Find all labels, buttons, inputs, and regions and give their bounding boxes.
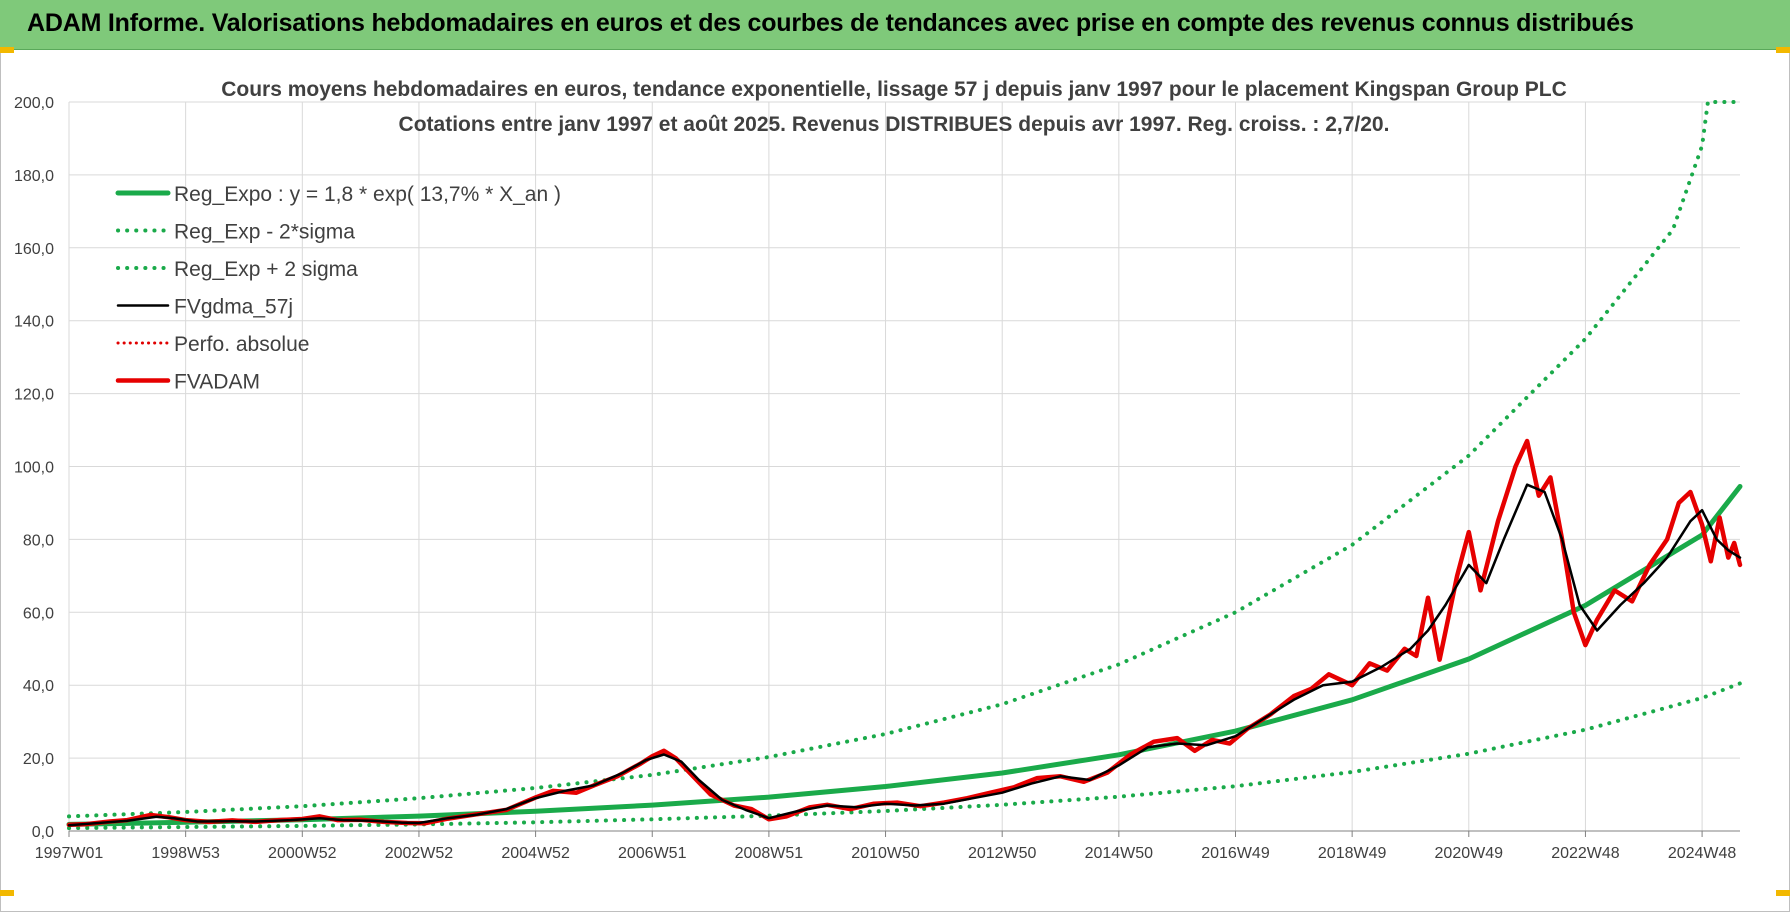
x-tick-label: 2012W50 [968,845,1037,862]
grid [68,101,1740,837]
y-tick-label: 40,0 [23,678,54,695]
y-tick-label: 60,0 [23,605,54,622]
chart-subtitle: Cotations entre janv 1997 et août 2025. … [399,113,1390,136]
x-tick-label: 2020W49 [1435,845,1504,862]
series-line-6 [66,438,1743,828]
y-tick-label: 200,0 [14,95,54,112]
y-axis-ticks: 0,0 20,0 40,0 60,0 80,0 100,0 120,0 140,0 160,0 1… [14,95,54,841]
y-tick-label: 0,0 [32,824,54,841]
x-tick-label: 2024W48 [1668,845,1737,862]
x-tick-label: 2010W50 [851,845,920,862]
y-tick-label: 80,0 [23,532,54,549]
legend-label: Perfo. absolue [174,333,309,356]
y-tick-label: 180,0 [14,168,54,185]
x-axis-ticks: 1997W01 1998W53 2000W52 2002W52 2004W52 2006W… [35,845,1737,862]
x-tick-label: 2004W52 [501,845,570,862]
corner-mark-top-right [1776,47,1790,53]
x-tick-label: 2016W49 [1201,845,1270,862]
y-tick-label: 100,0 [14,460,54,477]
header-bar: ADAM Informe. Valorisations hebdomadaire… [0,0,1790,50]
legend-label: Reg_Exp - 2*sigma [174,221,355,244]
legend-label: Reg_Exp + 2 sigma [174,258,358,281]
chart-title: Cours moyens hebdomadaires en euros, ten… [221,78,1567,101]
legend: Reg_Expo : y = 1,8 * exp( 13,7% * X_an )… [115,183,561,394]
x-tick-label: 2000W52 [268,845,337,862]
y-tick-label: 120,0 [14,387,54,404]
series-lines [66,100,1743,831]
x-tick-label: 2002W52 [385,845,454,862]
corner-mark-bottom-left [0,890,14,896]
series-line-2 [67,681,1742,831]
y-tick-label: 160,0 [14,241,54,258]
series-line-4 [67,483,1742,827]
x-tick-label: 2018W49 [1318,845,1387,862]
legend-label: FVADAM [174,371,260,394]
x-tick-label: 2014W50 [1085,845,1154,862]
x-tick-label: 1998W53 [151,845,220,862]
legend-label: FVgdma_57j [174,296,293,319]
series-line-3 [67,100,1742,819]
y-tick-label: 20,0 [23,751,54,768]
x-tick-label: 2006W51 [618,845,687,862]
page-title: ADAM Informe. Valorisations hebdomadaire… [27,9,1634,37]
x-tick-label: 2022W48 [1551,845,1620,862]
y-tick-label: 140,0 [14,314,54,331]
corner-mark-top-left [0,47,14,53]
x-tick-label: 2008W51 [735,845,804,862]
x-tick-label: 1997W01 [35,845,104,862]
corner-mark-bottom-right [1776,890,1790,896]
legend-label: Reg_Expo : y = 1,8 * exp( 13,7% * X_an ) [174,183,561,206]
series-line-1 [66,484,1743,827]
